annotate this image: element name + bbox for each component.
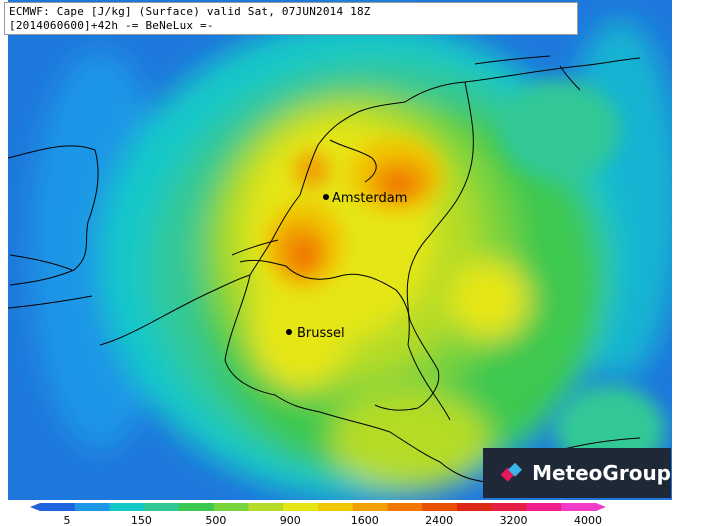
- cape-field: [8, 0, 672, 500]
- legend-swatch: [213, 503, 249, 511]
- legend-swatch: [179, 503, 215, 511]
- map-title-line-2: [2014060600]+42h -= BeNeLux =-: [9, 19, 214, 32]
- legend-tick-label: 900: [280, 514, 301, 526]
- legend-tick-label: 2400: [425, 514, 453, 526]
- legend-swatch: [74, 503, 110, 511]
- meteogroup-logo-text: MeteoGroup: [532, 461, 671, 485]
- borders-and-coastlines: [7, 55, 641, 483]
- legend-swatch: [561, 503, 597, 511]
- legend-ticks: 5 150 500 900 1600 2400 3200 4000: [64, 514, 603, 526]
- legend-swatch: [144, 503, 180, 511]
- legend-tick-label: 1600: [351, 514, 379, 526]
- legend-swatch: [352, 503, 388, 511]
- legend-swatch: [457, 503, 493, 511]
- legend-swatch: [318, 503, 354, 511]
- legend-swatch: [422, 503, 458, 511]
- legend-swatch: [526, 503, 562, 511]
- brussel-label: Brussel: [297, 326, 345, 341]
- legend-left-arrow: [30, 503, 40, 511]
- legend-tick-label: 150: [131, 514, 152, 526]
- brussel-marker: [286, 329, 292, 335]
- legend-swatch: [248, 503, 284, 511]
- map-title-box: ECMWF: Cape [J/kg] (Surface) valid Sat, …: [4, 2, 578, 35]
- city-markers: Amsterdam Brussel: [286, 191, 407, 341]
- legend-swatch: [283, 503, 319, 511]
- legend-swatch: [40, 503, 76, 511]
- cape-map: Amsterdam Brussel: [7, 0, 672, 500]
- amsterdam-marker: [323, 194, 329, 200]
- legend-right-arrow: [596, 503, 606, 511]
- meteogroup-logo-icon: [501, 462, 523, 482]
- legend-tick-label: 3200: [500, 514, 528, 526]
- legend-tick-label: 4000: [574, 514, 602, 526]
- legend-swatch: [109, 503, 145, 511]
- legend-color-bar: [30, 503, 606, 511]
- amsterdam-label: Amsterdam: [332, 191, 407, 206]
- color-scale-legend: 5 150 500 900 1600 2400 3200 4000: [30, 503, 606, 526]
- legend-tick-label: 5: [64, 514, 71, 526]
- map-title-line-1: ECMWF: Cape [J/kg] (Surface) valid Sat, …: [9, 5, 371, 18]
- meteogroup-logo: MeteoGroup: [483, 448, 671, 498]
- legend-swatch: [387, 503, 423, 511]
- legend-swatch: [491, 503, 527, 511]
- legend-tick-label: 500: [205, 514, 226, 526]
